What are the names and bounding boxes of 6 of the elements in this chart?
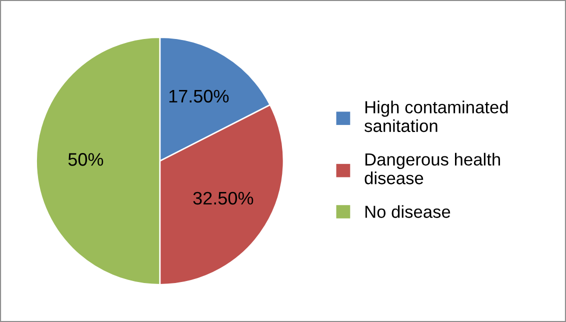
legend-label: Dangerous health disease [364, 152, 500, 184]
data-label: 17.50% [169, 90, 229, 103]
legend-label: No disease [365, 205, 450, 218]
data-label: 32.50% [193, 192, 254, 205]
legend-label: High contaminated sanitation [364, 100, 508, 132]
data-label: 50% [68, 153, 104, 166]
